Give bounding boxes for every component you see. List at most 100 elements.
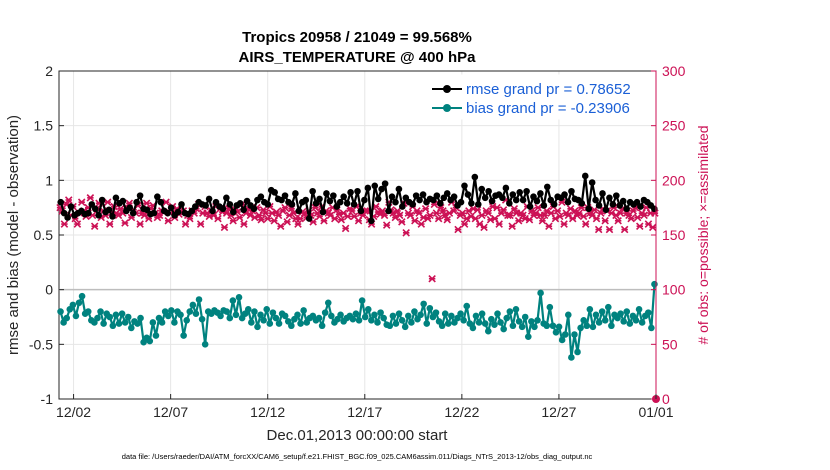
assimilated-point-130 — [337, 215, 346, 224]
assimilated-point-65 — [196, 220, 205, 228]
rmse-point-77 — [323, 190, 330, 197]
assimilated-point-209 — [508, 222, 516, 231]
bias-point-177 — [601, 316, 609, 324]
rmse-point-148 — [568, 187, 575, 195]
bias-point-167 — [571, 331, 578, 338]
bias-point-102 — [371, 311, 378, 319]
rmse-point-82 — [340, 193, 347, 201]
bias-point-26 — [137, 314, 144, 322]
rmse-point-0 — [57, 198, 65, 206]
bias-point-0 — [57, 308, 64, 315]
bias-point-9 — [84, 308, 92, 315]
rmse-point-23 — [136, 192, 144, 199]
bias-point-19 — [115, 320, 123, 327]
bias-point-86 — [321, 309, 329, 316]
assimilated-point-132 — [341, 224, 350, 233]
bias-point-163 — [558, 336, 566, 344]
bias-point-14 — [100, 320, 107, 327]
assimilated-point-193 — [473, 206, 482, 214]
assimilated-point-254 — [605, 225, 614, 234]
rmse-point-43 — [205, 195, 213, 203]
assimilated-point-231 — [555, 212, 564, 221]
rmse-point-143 — [550, 201, 558, 208]
rmse-point-79 — [330, 192, 337, 199]
rmse-point-2 — [64, 214, 71, 221]
bias-point-84 — [315, 314, 323, 322]
assimilated-series — [56, 194, 660, 403]
bias-point-16 — [106, 313, 114, 321]
assimilated-point-105 — [283, 218, 291, 226]
bias-point-175 — [595, 319, 603, 326]
bias-point-105 — [380, 314, 387, 322]
assimilated-point-158 — [398, 218, 406, 226]
bias-point-171 — [583, 322, 591, 330]
bias-point-125 — [441, 310, 449, 318]
assimilated-point-58 — [181, 220, 190, 228]
rmse-point-130 — [506, 199, 513, 207]
rmse-point-157 — [599, 190, 606, 197]
rmse-point-52 — [236, 199, 244, 207]
assimilated-point-174 — [432, 209, 441, 217]
rmse-point-92 — [374, 195, 382, 203]
rmse-point-34 — [174, 208, 182, 216]
bias-point-169 — [577, 324, 584, 332]
rmse-point-21 — [129, 209, 137, 217]
assimilated-point-198 — [484, 209, 493, 217]
assimilated-point-4 — [64, 196, 73, 204]
bias-point-40 — [180, 332, 187, 339]
bias-point-150 — [518, 323, 526, 331]
rmse-point-32 — [167, 204, 175, 211]
rmse-point-164 — [623, 205, 630, 213]
bias-point-127 — [448, 312, 455, 320]
bias-point-66 — [260, 316, 267, 324]
assimilated-point-230 — [553, 207, 562, 215]
bias-point-47 — [201, 341, 209, 348]
bias-point-5 — [72, 312, 80, 320]
bias-point-115 — [411, 308, 418, 315]
assimilated-point-8 — [73, 220, 82, 228]
bias-point-2 — [63, 314, 70, 322]
rmse-point-161 — [613, 192, 620, 199]
bias-point-56 — [229, 297, 237, 304]
assimilated-point-243 — [581, 220, 590, 228]
rmse-point-93 — [378, 185, 385, 193]
left-axis-ticks: -1 -0.5 0 0.5 1 1.5 2 — [29, 63, 64, 407]
bias-point-30 — [149, 319, 157, 326]
left-tick-label-6: 2 — [45, 63, 53, 79]
rmse-point-29 — [157, 198, 165, 206]
assimilated-point-270 — [640, 211, 648, 220]
rmse-point-98 — [395, 185, 403, 193]
bias-point-192 — [648, 324, 655, 332]
assimilated-point-205 — [499, 206, 508, 214]
bias-point-137 — [478, 310, 486, 318]
assimilated-point-261 — [620, 225, 629, 234]
bias-point-140 — [488, 315, 495, 323]
assimilated-point-110 — [294, 220, 302, 228]
rmse-point-117 — [461, 182, 468, 190]
bias-point-144 — [500, 325, 507, 333]
x-axis-label: Dec.01,2013 00:00:00 start — [267, 427, 449, 444]
rmse-point-18 — [119, 197, 127, 205]
bias-point-95 — [349, 315, 357, 323]
bias-point-13 — [97, 308, 104, 315]
rmse-point-49 — [226, 201, 234, 208]
assimilated-point-179 — [443, 215, 452, 224]
assimilated-point-92 — [255, 211, 263, 220]
assimilated-point-201 — [491, 214, 499, 223]
bias-point-99 — [361, 313, 369, 321]
bias-point-43 — [189, 301, 197, 309]
bias-point-159 — [546, 303, 554, 311]
legend-rmse-label: rmse grand pr = 0.78652 — [466, 81, 631, 98]
rmse-point-163 — [619, 197, 627, 205]
bias-point-23 — [128, 324, 135, 332]
x-tick-label-3: 12/17 — [347, 404, 382, 420]
rmse-point-112 — [443, 190, 451, 197]
rmse-point-136 — [526, 203, 534, 210]
assimilated-point-186 — [458, 209, 467, 217]
assimilated-point-104 — [281, 203, 289, 212]
rmse-point-16 — [112, 194, 120, 202]
bias-point-120 — [426, 304, 434, 312]
bias-point-21 — [121, 319, 129, 326]
bias-point-146 — [506, 308, 514, 315]
bias-point-131 — [460, 316, 467, 324]
